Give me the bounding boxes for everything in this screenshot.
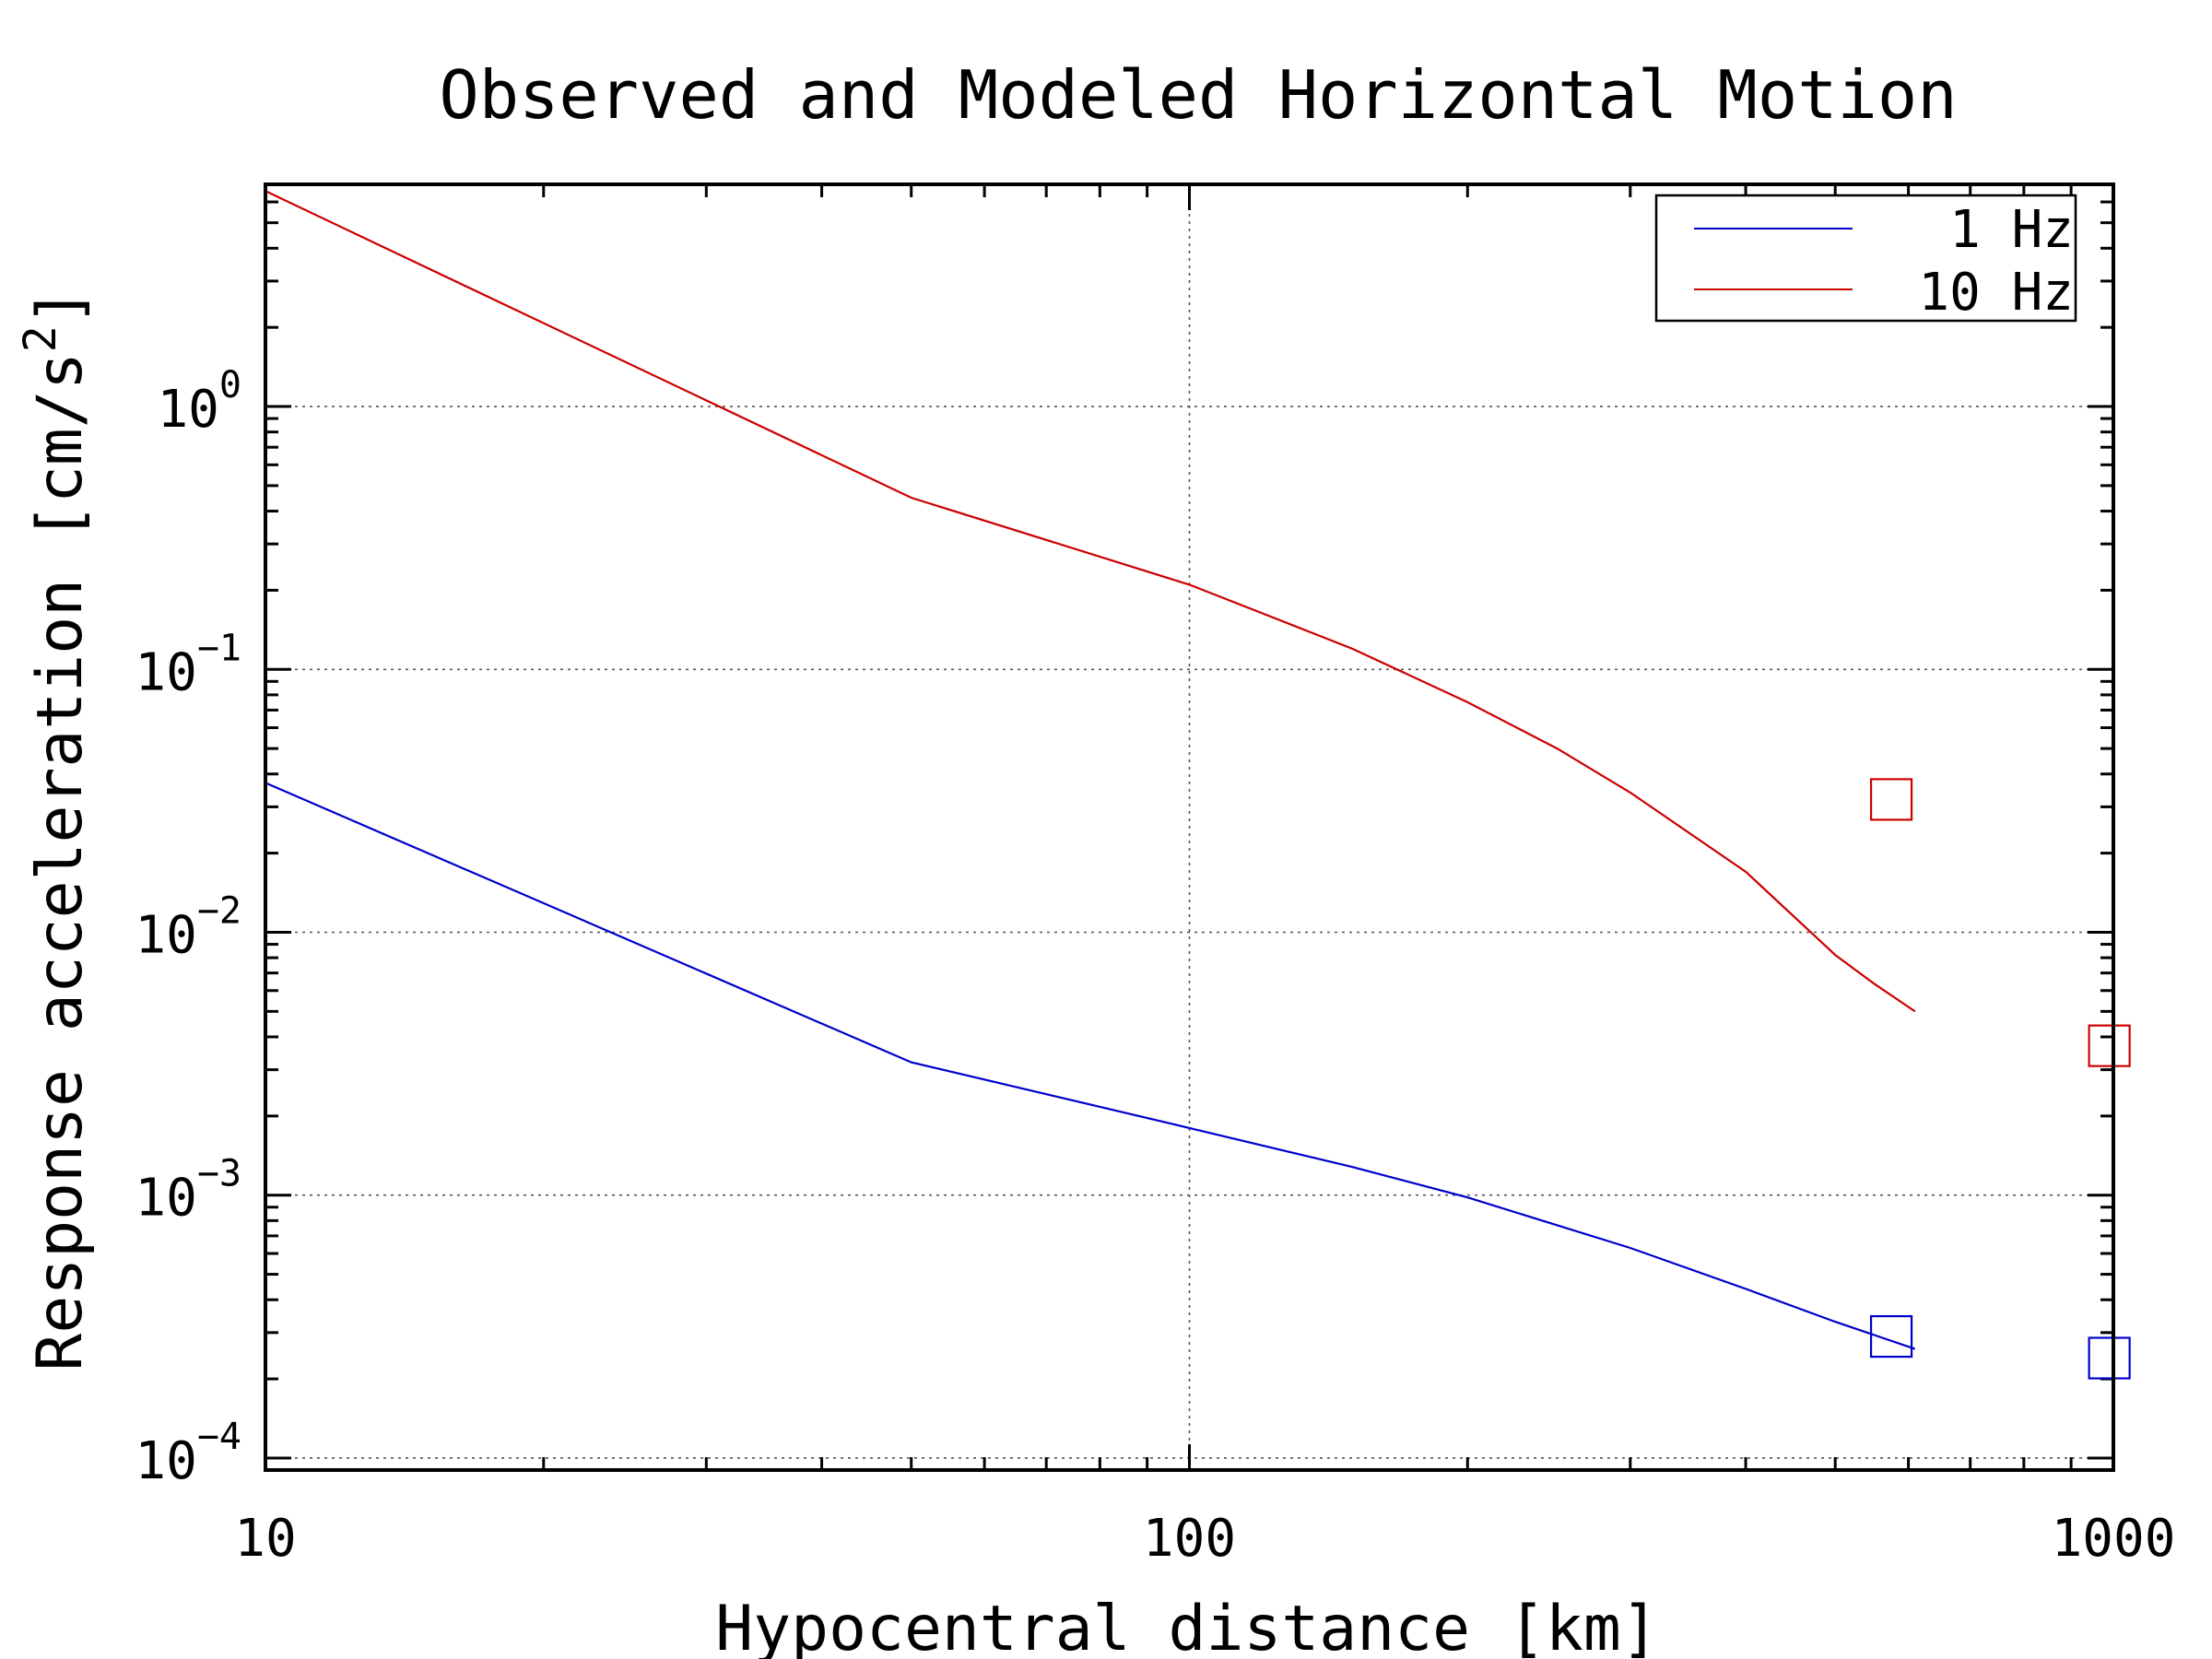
observed-point-marker — [2088, 1024, 2131, 1067]
y-axis-label-superscript: 2 — [15, 325, 66, 352]
y-tick-label-base: 10 — [135, 1169, 196, 1229]
series-line-10hz — [265, 190, 1916, 1013]
y-tick-label-exponent: −2 — [197, 889, 241, 932]
axis-ticks — [264, 182, 2115, 1472]
observed-point-marker — [1869, 778, 1913, 821]
y-tick-label-exponent: 0 — [219, 364, 241, 406]
observed-point-marker — [1869, 1314, 1913, 1359]
y-tick-label-base: 10 — [135, 642, 196, 702]
legend: 1 Hz 10 Hz — [1654, 194, 2077, 323]
y-tick-label-base: 10 — [135, 1431, 196, 1491]
y-tick-label-base: 10 — [157, 380, 218, 440]
y-tick-label: 10−4 — [135, 1416, 241, 1491]
x-tick-label: 10 — [234, 1509, 296, 1569]
legend-label-10hz: 10 Hz — [1918, 263, 2074, 323]
y-axis-label: Response acceleration [cm/s2] — [15, 288, 97, 1371]
y-tick-label: 10−3 — [135, 1153, 241, 1229]
x-tick-labels: 10 100 1000 — [234, 1509, 2175, 1569]
observed-point-marker — [2088, 1336, 2131, 1380]
series-layer — [265, 190, 1916, 1350]
y-tick-label: 10−2 — [135, 889, 241, 965]
x-axis-label: Hypocentral distance [km] — [715, 1593, 1659, 1659]
legend-box — [1654, 194, 2077, 323]
y-axis-label-tail: ] — [24, 288, 97, 325]
y-axis-label-main: Response acceleration [cm/s — [24, 352, 97, 1371]
x-tick-label: 100 — [1143, 1509, 1236, 1569]
y-tick-label-exponent: −1 — [197, 627, 241, 669]
y-tick-label-exponent: −3 — [197, 1153, 241, 1195]
chart-title: Observed and Modeled Horizontal Motion — [439, 56, 1957, 134]
y-tick-label: 100 — [157, 364, 241, 440]
y-tick-label-exponent: −4 — [197, 1416, 241, 1458]
observed-points — [1869, 778, 2131, 1380]
y-tick-label-base: 10 — [135, 905, 196, 965]
y-tick-label: 10−1 — [135, 627, 241, 702]
series-line-1hz — [265, 782, 1916, 1350]
legend-label-1hz: 1 Hz — [1949, 200, 2074, 260]
x-tick-label: 1000 — [2052, 1509, 2176, 1569]
plot-frame — [264, 182, 2115, 1472]
